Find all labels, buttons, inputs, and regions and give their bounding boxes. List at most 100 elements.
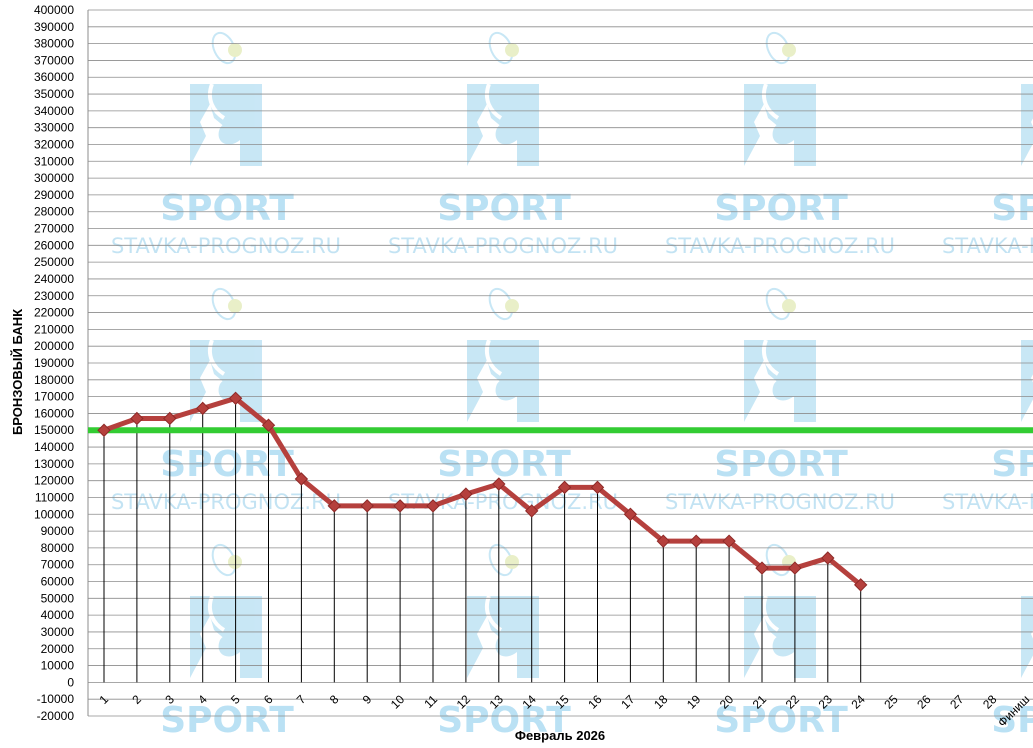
y-axis-title: БРОНЗОВЫЙ БАНК [10,309,25,435]
y-tick-label: 100000 [34,507,74,521]
watermark-tile: SPORT STAVKA-PROGNOZ.RU [665,287,895,514]
y-tick-label: 190000 [34,356,74,370]
y-tick-label: 360000 [34,70,74,84]
y-tick-label: 280000 [34,205,74,219]
data-point-marker [426,499,440,513]
y-tick-label: 80000 [41,541,75,555]
tennis-player-icon [190,31,262,166]
watermark-brand: SPORT [991,444,1033,485]
y-tick-label: 270000 [34,222,74,236]
x-tick-label: 25 [881,692,901,712]
x-tick-label: 19 [684,692,704,712]
y-tick-label: 150000 [34,423,74,437]
data-point-marker [195,401,210,416]
data-point-marker [294,472,309,486]
data-point-marker [327,499,342,513]
y-tick-label: 120000 [34,474,74,488]
tennis-player-icon [1021,84,1033,166]
data-point-marker [623,507,638,521]
data-point-marker [590,480,605,495]
y-tick-label: 140000 [34,440,74,454]
watermark-site: STAVKA-PROGNOZ.RU [111,746,341,748]
y-tick-label: 130000 [34,457,74,471]
y-tick-label: 200000 [34,339,74,353]
watermark-tile: SPORT STAVKA-PROGNOZ.RU [942,596,1033,748]
data-point-marker [261,418,276,432]
tennis-player-icon [190,287,262,422]
data-point-marker [755,561,769,575]
watermark-brand: SPORT [714,188,848,229]
tennis-player-icon [467,543,539,678]
data-point-marker [689,534,703,548]
y-tick-label: 10000 [41,659,75,673]
x-tick-label: 16 [585,692,605,712]
data-point-marker [393,499,407,513]
watermark-tile: SPORT STAVKA-PROGNOZ.RU [942,340,1033,514]
watermark-layer: SPORT STAVKA-PROGNOZ.RU SPORT STAVKA-PROGNO… [111,31,1033,748]
watermark-tile: SPORT STAVKA-PROGNOZ.RU [665,31,895,258]
tennis-player-icon [744,31,816,166]
watermark-brand: SPORT [437,444,571,485]
y-tick-label: 370000 [34,53,74,67]
data-point-marker [228,391,243,406]
watermark-site: STAVKA-PROGNOZ.RU [388,234,618,258]
y-tick-label: 340000 [34,104,74,118]
y-tick-label: 250000 [34,255,74,269]
y-tick-label: 320000 [34,137,74,151]
data-point-marker [722,534,736,548]
watermark-brand: SPORT [160,700,294,741]
y-tick-label: 300000 [34,171,74,185]
watermark-brand: SPORT [437,700,571,741]
y-tick-label: -20000 [37,709,75,723]
y-tick-label: 50000 [41,591,75,605]
x-tick-label: 17 [618,692,638,712]
y-tick-label: -10000 [37,692,75,706]
y-tick-label: 40000 [41,608,75,622]
data-point-marker [163,411,177,426]
watermark-tile: SPORT STAVKA-PROGNOZ.RU [665,543,895,748]
y-tick-label: 110000 [35,490,74,504]
x-axis-title: Февраль 2026 [515,728,605,743]
data-point-marker [853,578,868,592]
watermark-brand: SPORT [160,444,294,485]
x-tick-label: 26 [914,692,934,712]
y-tick-label: 0 [67,675,74,689]
data-point-marker [656,534,671,548]
y-tick-label: 240000 [34,272,74,286]
watermark-tile: SPORT STAVKA-PROGNOZ.RU [388,543,618,748]
watermark-tile: SPORT STAVKA-PROGNOZ.RU [111,543,341,748]
watermark-site: STAVKA-PROGNOZ.RU [942,746,1033,748]
y-tick-label: 230000 [34,289,74,303]
data-point-marker [524,504,539,518]
watermark-site: STAVKA-PROGNOZ.RU [111,490,341,514]
x-tick-label: 10 [388,692,408,712]
data-point-marker [97,423,111,437]
y-tick-label: 330000 [34,121,74,135]
tennis-player-icon [1021,340,1033,422]
data-point-marker [821,551,835,565]
watermark-brand: SPORT [991,188,1033,229]
tennis-player-icon [190,543,262,678]
watermark-brand: SPORT [714,444,848,485]
series-group [97,391,868,592]
gridlines [87,9,1033,717]
watermark-tile: SPORT STAVKA-PROGNOZ.RU [388,287,618,514]
watermark-brand: SPORT [437,188,571,229]
x-tick-label: 18 [651,692,671,712]
watermark-site: STAVKA-PROGNOZ.RU [942,490,1033,514]
y-tick-label: 170000 [34,390,74,404]
watermark-brand: SPORT [714,700,848,741]
watermark-site: STAVKA-PROGNOZ.RU [665,490,895,514]
tennis-player-icon [467,31,539,166]
x-tick-label: 24 [848,692,868,712]
y-tick-label: 90000 [41,524,75,538]
y-tick-label: 70000 [41,558,75,572]
y-tick-label: 350000 [34,87,74,101]
watermark-tile: SPORT STAVKA-PROGNOZ.RU [388,31,618,258]
tennis-player-icon [744,287,816,422]
tennis-player-icon [467,287,539,422]
watermark-site: STAVKA-PROGNOZ.RU [388,490,618,514]
y-tick-label: 180000 [34,373,74,387]
watermark-site: STAVKA-PROGNOZ.RU [665,746,895,748]
